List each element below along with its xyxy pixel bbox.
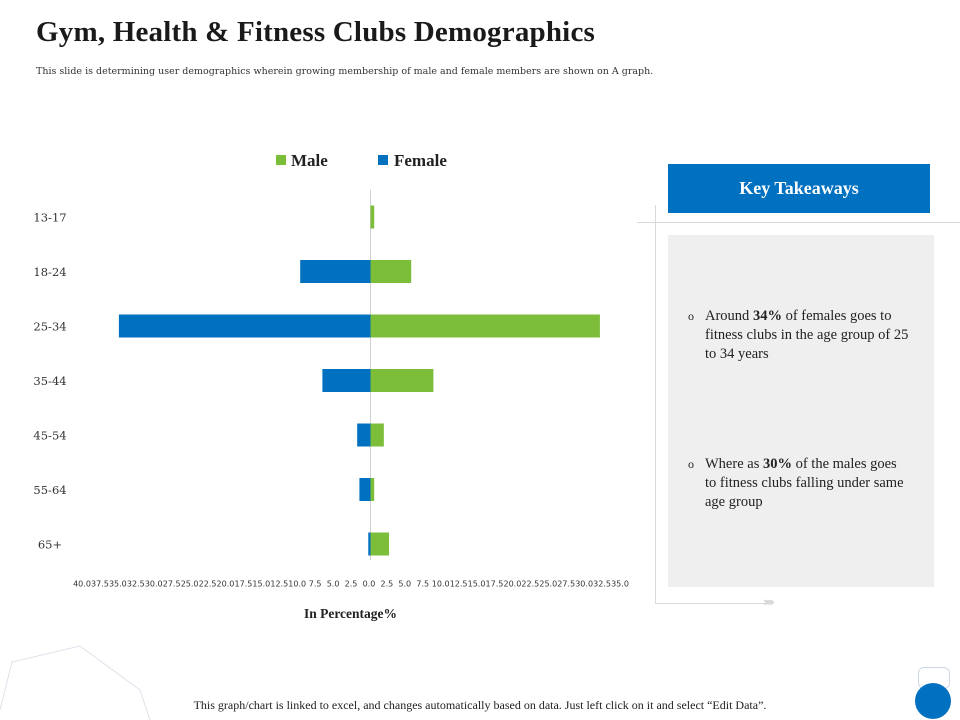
frame-line-bottom <box>655 603 765 604</box>
takeaway-1-highlight: 34% <box>752 308 782 324</box>
key-takeaways-heading: Key Takeaways <box>668 164 930 213</box>
x-tick-label: 20.0 <box>217 580 235 589</box>
population-pyramid-chart[interactable]: Male Female 13-17 18-24 25-34 35-44 45-54 55-64… <box>0 140 640 640</box>
bullet-circle-icon: o <box>688 457 694 471</box>
x-tick-label: 35.0 <box>611 580 629 589</box>
x-tick-label: 27.5 <box>163 580 181 589</box>
x-tick-label: 5.0 <box>398 580 411 589</box>
category-label: 45-54 <box>33 429 66 443</box>
x-tick-label: 32.5 <box>593 580 611 589</box>
x-tick-label: 12.5 <box>450 580 468 589</box>
x-tick-label: 0.0 <box>363 580 376 589</box>
bar-female <box>357 423 371 447</box>
x-tick-label: 10.0 <box>288 580 306 589</box>
frame-line-left <box>655 205 656 603</box>
x-tick-label: 20.0 <box>503 580 521 589</box>
x-tick-label: 22.5 <box>199 580 217 589</box>
chevron-arrows-icon: ››››› <box>763 595 775 609</box>
frame-line-top <box>637 222 960 223</box>
key-takeaways-panel: o Around 34% of females goes to fitness … <box>668 235 934 587</box>
bar-male <box>370 369 434 392</box>
category-label: 13-17 <box>33 211 66 225</box>
bullet-circle-icon: o <box>688 309 694 323</box>
takeaway-2-highlight: 30% <box>762 456 792 472</box>
category-label: 18-24 <box>33 265 66 279</box>
x-tick-label: 17.5 <box>486 580 504 589</box>
takeaway-2-post: of the males goes to fitness clubs falli… <box>705 456 904 510</box>
bar-male <box>370 314 600 338</box>
category-label: 55-64 <box>33 483 66 497</box>
bar-female <box>359 478 371 501</box>
x-tick-label: 15.0 <box>252 580 270 589</box>
x-tick-label: 7.5 <box>309 580 322 589</box>
footer-note: This graph/chart is linked to excel, and… <box>193 698 767 712</box>
decorative-blue-circle <box>915 683 951 719</box>
x-tick-label: 30.0 <box>575 580 593 589</box>
x-tick-label: 30.0 <box>145 580 163 589</box>
page-subtitle: This slide is determining user demograph… <box>36 66 654 77</box>
x-tick-label: 15.0 <box>468 580 486 589</box>
legend-male-swatch <box>276 155 286 165</box>
bar-female <box>300 260 371 283</box>
x-tick-label: 7.5 <box>416 580 429 589</box>
legend-female-swatch <box>378 155 388 165</box>
bar-male <box>370 532 389 556</box>
x-tick-label: 25.0 <box>181 580 199 589</box>
decorative-hexagon-outline <box>0 645 151 720</box>
x-tick-label: 2.5 <box>380 580 393 589</box>
page-title: Gym, Health & Fitness Clubs Demographics <box>36 16 595 48</box>
x-tick-label: 32.5 <box>127 580 145 589</box>
takeaway-point-1: o Around 34% of females goes to fitness … <box>688 307 910 364</box>
bar-male <box>370 423 384 447</box>
legend-female-label: Female <box>394 151 447 170</box>
x-tick-label: 5.0 <box>327 580 340 589</box>
bar-male <box>370 260 412 283</box>
x-tick-label: 35.0 <box>109 580 127 589</box>
category-label: 35-44 <box>33 374 66 388</box>
bar-female <box>368 532 371 556</box>
bar-male <box>370 478 375 501</box>
takeaway-2-pre: Where as <box>705 456 763 472</box>
x-tick-label: 40.0 <box>73 580 91 589</box>
bar-female <box>118 314 371 338</box>
x-tick-label: 22.5 <box>521 580 539 589</box>
legend-male-label: Male <box>291 151 328 170</box>
x-tick-label: 27.5 <box>557 580 575 589</box>
x-tick-label: 25.0 <box>539 580 557 589</box>
category-label: 65+ <box>38 538 62 552</box>
x-tick-label: 12.5 <box>270 580 288 589</box>
takeaway-1-pre: Around <box>705 308 753 324</box>
x-axis-label: In Percentage% <box>304 606 397 621</box>
x-tick-label: 2.5 <box>345 580 358 589</box>
x-tick-label: 10.0 <box>432 580 450 589</box>
x-tick-label: 17.5 <box>234 580 252 589</box>
x-tick-label: 37.5 <box>91 580 109 589</box>
category-label: 25-34 <box>33 320 66 334</box>
bar-female <box>322 369 371 392</box>
bar-male <box>370 205 375 229</box>
takeaway-1-post: of females goes to fitness clubs in the … <box>705 308 909 362</box>
takeaway-point-2: o Where as 30% of the males goes to fitn… <box>688 455 910 512</box>
